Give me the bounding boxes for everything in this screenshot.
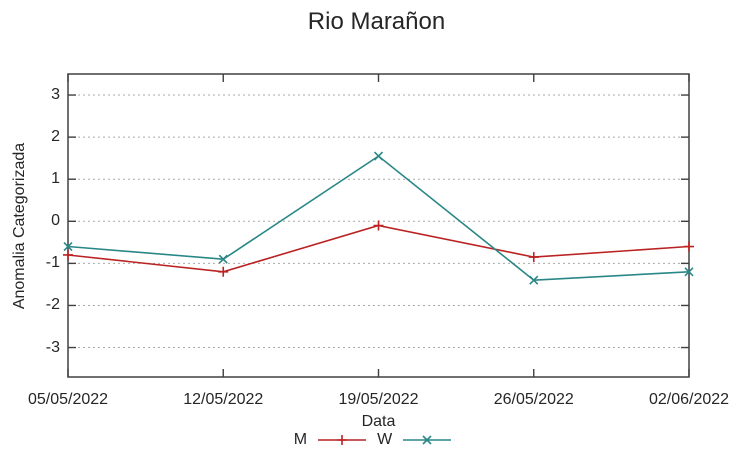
cross-marker-W bbox=[218, 254, 228, 264]
series-line-M bbox=[67, 224, 690, 273]
plus-marker-legend bbox=[337, 435, 348, 445]
x-tick-label: 02/06/2022 bbox=[648, 391, 730, 408]
legend-label-W: W bbox=[377, 431, 393, 448]
y-tick-label: -2 bbox=[45, 296, 60, 314]
legend-label-M: M bbox=[293, 431, 308, 448]
plus-marker-M bbox=[528, 252, 539, 263]
cross-marker-W bbox=[373, 151, 384, 161]
plot-area bbox=[63, 73, 694, 378]
chart-title: Rio Marañon bbox=[307, 8, 446, 35]
x-tick-label: 05/05/2022 bbox=[27, 391, 109, 408]
y-tick-label: 2 bbox=[51, 128, 60, 146]
plot-border bbox=[67, 73, 690, 378]
cross-marker-W bbox=[684, 267, 694, 277]
plus-marker-M bbox=[218, 266, 229, 277]
plus-marker-M bbox=[684, 241, 694, 252]
cross-marker-W bbox=[63, 241, 73, 252]
x-axis-label: Data bbox=[361, 413, 396, 430]
x-tick-label: 12/05/2022 bbox=[183, 391, 264, 408]
y-tick-label: -1 bbox=[45, 254, 60, 272]
cross-marker-W bbox=[529, 275, 539, 285]
legend-item-M: M bbox=[293, 431, 367, 449]
cross-marker-legend bbox=[422, 435, 432, 445]
legend-sample-M bbox=[318, 435, 367, 445]
y-tick-label: 0 bbox=[51, 212, 60, 230]
plus-marker-M bbox=[63, 249, 73, 260]
x-tick-label: 26/05/2022 bbox=[493, 391, 574, 408]
x-tick-label: 19/05/2022 bbox=[338, 391, 419, 408]
legend-sample-W bbox=[403, 435, 452, 445]
plot-svg bbox=[63, 73, 694, 378]
y-tick-label: -3 bbox=[45, 338, 60, 356]
y-tick-label: 3 bbox=[51, 86, 60, 104]
y-tick-label: 1 bbox=[51, 170, 60, 188]
series-line-W bbox=[67, 155, 690, 282]
plus-marker-M bbox=[373, 220, 384, 231]
legend-item-W: W bbox=[377, 431, 452, 449]
